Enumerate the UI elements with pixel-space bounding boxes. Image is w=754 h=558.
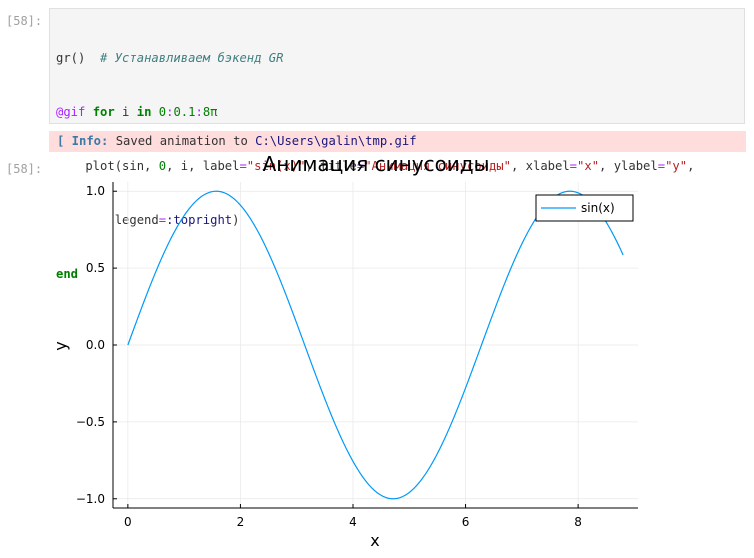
code-line-5: end: [56, 265, 738, 283]
output-prompt: [58]:: [6, 162, 43, 176]
x-tick-label: 6: [462, 515, 470, 529]
info-label: [ Info:: [57, 134, 109, 148]
code-line-1: gr() # Устанавливаем бэкенд GR: [56, 49, 738, 67]
legend-label: sin(x): [581, 201, 615, 215]
y-ticks: 1.0 0.5 0.0 −0.5 −1.0: [76, 184, 117, 506]
code-keyword: for: [92, 105, 115, 119]
code-token: , ylabel: [599, 159, 658, 173]
code-string: "sin(x)": [246, 159, 306, 173]
code-token: i: [114, 105, 137, 119]
y-tick-label: −1.0: [76, 492, 105, 506]
code-line-4: legend=:topright): [56, 211, 738, 229]
info-path: C:\Users\galin\tmp.gif: [255, 134, 417, 148]
code-token: , i, label: [166, 159, 240, 173]
code-token: legend: [56, 213, 159, 227]
code-number: 0: [158, 105, 167, 119]
code-operator: =: [569, 159, 578, 173]
code-token: , xlabel: [510, 159, 570, 173]
code-token: plot(sin,: [56, 159, 159, 173]
code-operator: =: [158, 213, 167, 227]
code-number: 8π: [202, 105, 218, 119]
chart-title: Анимация синусоиды: [263, 152, 490, 176]
code-cell-editor[interactable]: gr() # Устанавливаем бэкенд GR @gif for …: [49, 8, 745, 281]
code-token: , title: [305, 159, 357, 173]
code-operator: =: [356, 159, 365, 173]
y-tick-label: 0.0: [86, 338, 105, 352]
code-line-3: plot(sin, 0, i, label="sin(x)", title="А…: [56, 157, 738, 175]
code-operator: :: [166, 105, 174, 119]
code-line-2: @gif for i in 0:0.1:8π: [56, 103, 738, 121]
code-token: ): [232, 213, 240, 227]
legend: sin(x): [535, 194, 634, 222]
x-tick-label: 2: [237, 515, 245, 529]
x-tick-label: 4: [349, 515, 357, 529]
code-token: gr(): [56, 51, 86, 65]
code-string: "y": [665, 159, 688, 173]
code-symbol: :topright: [166, 213, 233, 227]
grid-lines: [113, 182, 638, 508]
code-number: 0.1: [173, 105, 196, 119]
y-tick-label: 1.0: [86, 184, 105, 198]
x-ticks: 0 2 4 6 8: [124, 504, 582, 529]
code-operator: =: [657, 159, 666, 173]
code-operator: :: [195, 105, 203, 119]
x-axis-label: x: [370, 531, 379, 550]
code-comment: # Устанавливаем бэкенд GR: [100, 51, 284, 65]
code-keyword: in: [136, 105, 152, 119]
code-token: ,: [687, 159, 695, 173]
y-axis-label: y: [51, 341, 70, 350]
info-text: Saved animation to: [108, 134, 256, 148]
input-prompt: [58]:: [6, 14, 43, 28]
y-tick-label: 0.5: [86, 261, 105, 275]
code-string: "x": [577, 159, 600, 173]
code-operator: =: [239, 159, 247, 173]
info-message: [ Info: Saved animation to C:\Users\gali…: [49, 131, 746, 152]
code-number: 0: [158, 159, 167, 173]
code-keyword: end: [56, 267, 79, 281]
x-tick-label: 0: [124, 515, 132, 529]
code-macro: @gif: [56, 105, 86, 119]
code-string: "Анимация синусоиды": [364, 159, 511, 173]
x-tick-label: 8: [574, 515, 582, 529]
y-tick-label: −0.5: [76, 415, 105, 429]
